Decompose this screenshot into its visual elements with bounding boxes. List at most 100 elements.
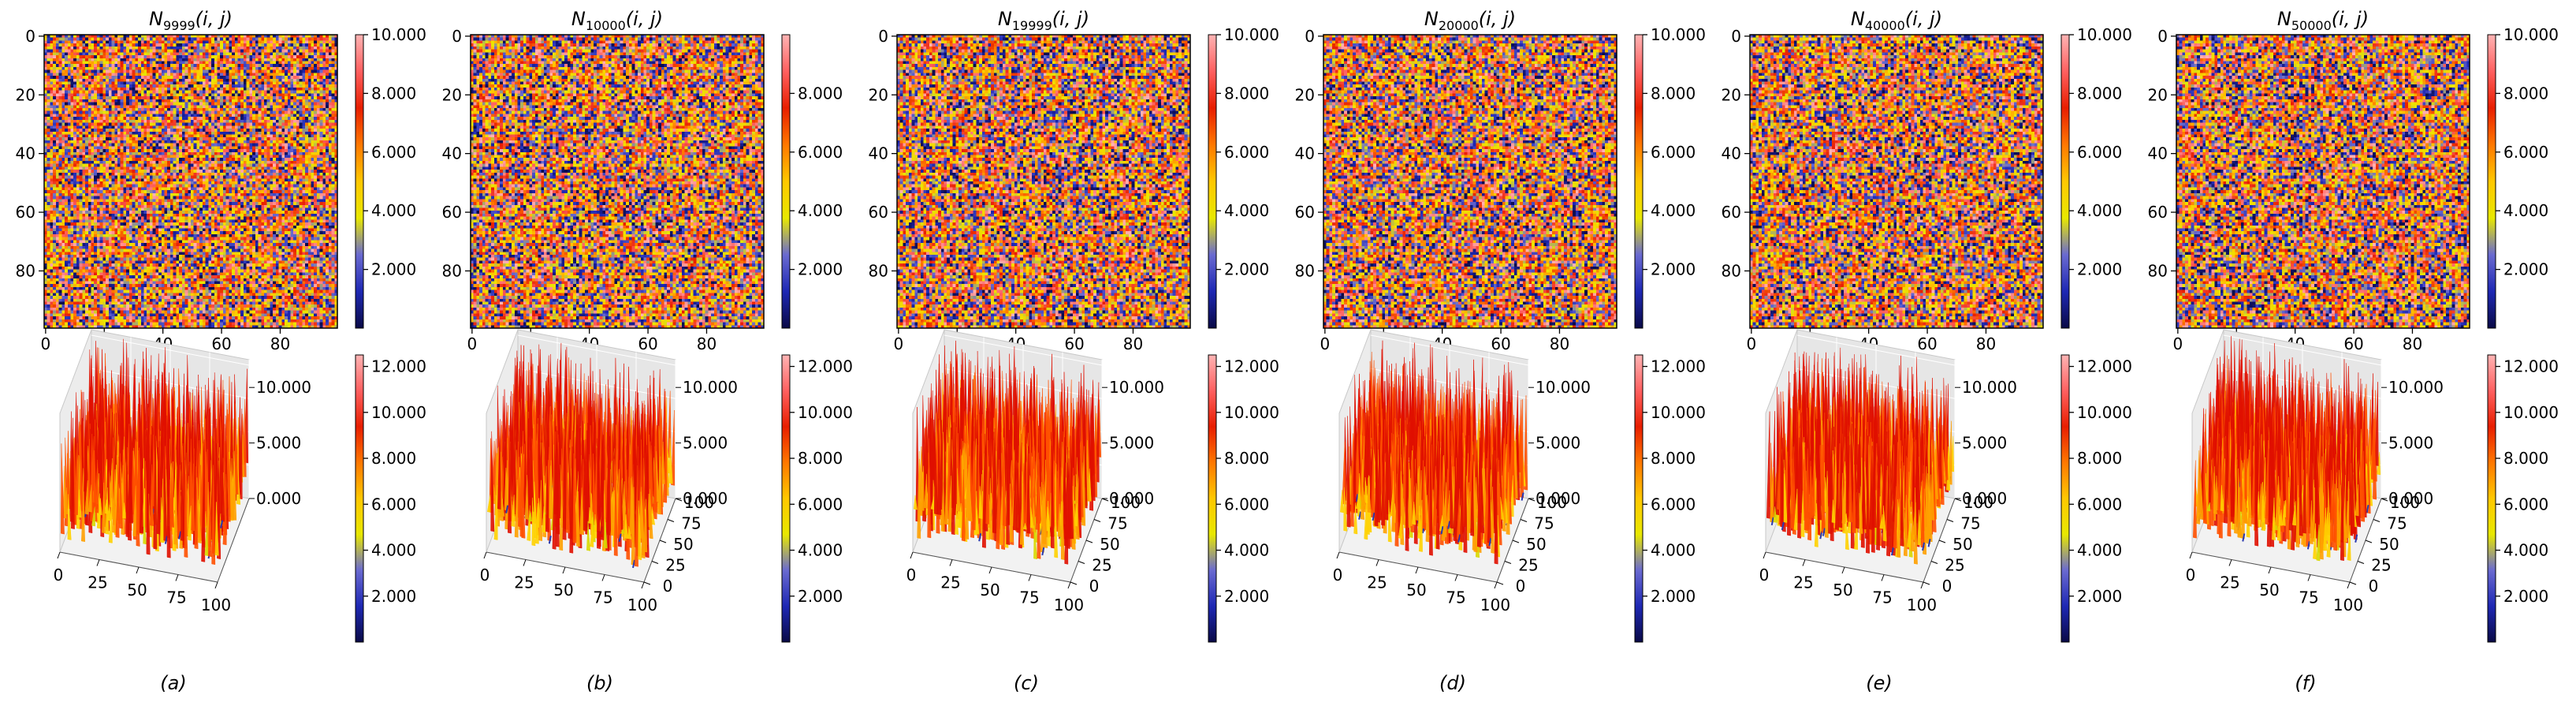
surface-spike bbox=[1876, 437, 1880, 551]
colorbar-tick-label: 10.000 bbox=[2503, 25, 2559, 44]
y-tick-mark bbox=[651, 561, 659, 564]
y-tick-label: 25 bbox=[1518, 556, 1538, 575]
z-tick-label: 5.000 bbox=[1536, 434, 1580, 453]
surface-spike bbox=[572, 453, 577, 543]
z-tick-label: 10.000 bbox=[256, 378, 311, 397]
y-tick-label: 20 bbox=[1295, 85, 1315, 104]
x-tick-label: 100 bbox=[1480, 596, 1510, 614]
colorbar-tick-label: 6.000 bbox=[1651, 495, 1696, 513]
title-subscript: 19999 bbox=[1012, 18, 1052, 33]
y-tick-label: 60 bbox=[1722, 203, 1741, 222]
surface-spike bbox=[77, 489, 82, 518]
y-tick-label: 20 bbox=[1722, 85, 1741, 104]
y-tick-mark bbox=[1930, 561, 1938, 564]
surface-spike bbox=[937, 418, 942, 516]
x-tick-label: 80 bbox=[1976, 334, 1996, 353]
surface-spike bbox=[170, 480, 174, 528]
y-tick-label: 0 bbox=[25, 27, 35, 46]
colorbar bbox=[781, 354, 791, 643]
heatmap-panel-e: N40000(i, j)02040608002040608010.0008.00… bbox=[1722, 8, 2132, 353]
surface-spike bbox=[920, 465, 925, 511]
surface-panel-b: 0 25 50 75 100025507510010.0005.0000.00012.0… bbox=[480, 329, 853, 694]
surface-spike bbox=[508, 437, 512, 534]
z-tick-label: 0.000 bbox=[683, 489, 728, 508]
x-tick-label: 100 bbox=[1054, 596, 1084, 614]
surface-spike bbox=[1060, 493, 1065, 561]
y-tick-label: 0 bbox=[1731, 27, 1741, 46]
surface-spike bbox=[194, 486, 199, 550]
colorbar-tick-label: 10.000 bbox=[1651, 403, 1706, 422]
surface-spike bbox=[146, 430, 151, 555]
surface-spike bbox=[490, 431, 495, 532]
surface-spike bbox=[1498, 460, 1502, 546]
x-tick-label: 25 bbox=[87, 573, 107, 592]
surface-mesh bbox=[1766, 347, 1955, 565]
surface-spike bbox=[603, 519, 608, 549]
surface-low-spike bbox=[505, 505, 509, 513]
surface-spike bbox=[511, 495, 516, 528]
surface-spike bbox=[514, 479, 519, 538]
panel-caption: (c) bbox=[1014, 672, 1039, 694]
x-tick-mark bbox=[949, 559, 953, 566]
z-tick-label: 10.000 bbox=[683, 378, 738, 397]
y-tick-label: 0 bbox=[2157, 27, 2168, 46]
x-tick-label: 0 bbox=[2172, 334, 2183, 353]
surface-spike bbox=[1364, 485, 1368, 540]
surface-panel-c: 0 25 50 75 100025507510010.0005.0000.00012.0… bbox=[906, 329, 1279, 694]
heatmap-cells bbox=[44, 35, 337, 328]
colorbar-tick-label: 10.000 bbox=[2077, 403, 2132, 422]
colorbar-tick-label: 12.000 bbox=[371, 357, 426, 376]
surface-spike bbox=[214, 502, 219, 556]
surface-spike bbox=[156, 441, 161, 535]
surface-spike bbox=[661, 441, 665, 484]
z-tick-label: 10.000 bbox=[1962, 378, 2017, 397]
y-tick-mark bbox=[1946, 519, 1954, 522]
colorbar-tick-label: 2.000 bbox=[1224, 587, 1269, 606]
y-tick-mark bbox=[667, 519, 675, 522]
x-tick-label: 0 bbox=[893, 334, 903, 353]
colorbar-tick-label: 4.000 bbox=[1224, 541, 1269, 560]
colorbar-tick-label: 2.000 bbox=[371, 587, 416, 606]
surface-spike bbox=[1009, 484, 1014, 543]
x-tick-mark bbox=[57, 551, 61, 559]
surface-spike bbox=[521, 446, 526, 539]
surface-spike bbox=[620, 528, 625, 534]
surface-spike bbox=[634, 465, 638, 567]
surface-low-spike bbox=[178, 531, 182, 540]
surface-spike bbox=[1473, 499, 1478, 553]
surface-spike bbox=[1787, 429, 1791, 536]
colorbar-tick-label: 2.000 bbox=[2077, 587, 2122, 606]
surface-spike bbox=[1793, 488, 1798, 531]
surface-spike bbox=[914, 495, 918, 510]
surface-low-spike bbox=[632, 559, 636, 569]
y-tick-label: 20 bbox=[16, 85, 35, 104]
surface-spike bbox=[2355, 484, 2359, 517]
y-axis-line bbox=[217, 498, 250, 583]
x-tick-label: 50 bbox=[553, 581, 573, 599]
surface-spike bbox=[98, 498, 102, 516]
surface-spike bbox=[1037, 475, 1041, 559]
surface-spike bbox=[583, 439, 587, 532]
surface-panel-e: 0 25 50 75 100025507510010.0005.0000.00012.0… bbox=[1759, 329, 2132, 694]
heatmap-cells bbox=[1323, 35, 1617, 328]
surface-spike bbox=[1350, 461, 1354, 528]
y-tick-label: 40 bbox=[1722, 144, 1741, 163]
x-tick-label: 50 bbox=[1406, 581, 1426, 599]
surface-spike bbox=[217, 457, 221, 560]
x-tick-label: 0 bbox=[40, 334, 50, 353]
y-tick-mark bbox=[659, 540, 667, 543]
surface-spike bbox=[947, 476, 952, 532]
colorbar-tick-label: 6.000 bbox=[1651, 143, 1696, 162]
surface-spike bbox=[2370, 418, 2375, 480]
x-tick-label: 0 bbox=[54, 566, 64, 584]
surface-spike bbox=[1879, 513, 1884, 529]
x-tick-label: 25 bbox=[1367, 573, 1387, 592]
x-tick-label: 25 bbox=[514, 573, 534, 592]
surface-spike bbox=[1783, 473, 1788, 523]
y-tick-label: 100 bbox=[1111, 493, 1141, 512]
surface-spike bbox=[1777, 457, 1781, 510]
y-tick-label: 80 bbox=[442, 261, 462, 280]
surface-spike bbox=[1343, 487, 1348, 532]
y-tick-label: 80 bbox=[2148, 261, 2168, 280]
